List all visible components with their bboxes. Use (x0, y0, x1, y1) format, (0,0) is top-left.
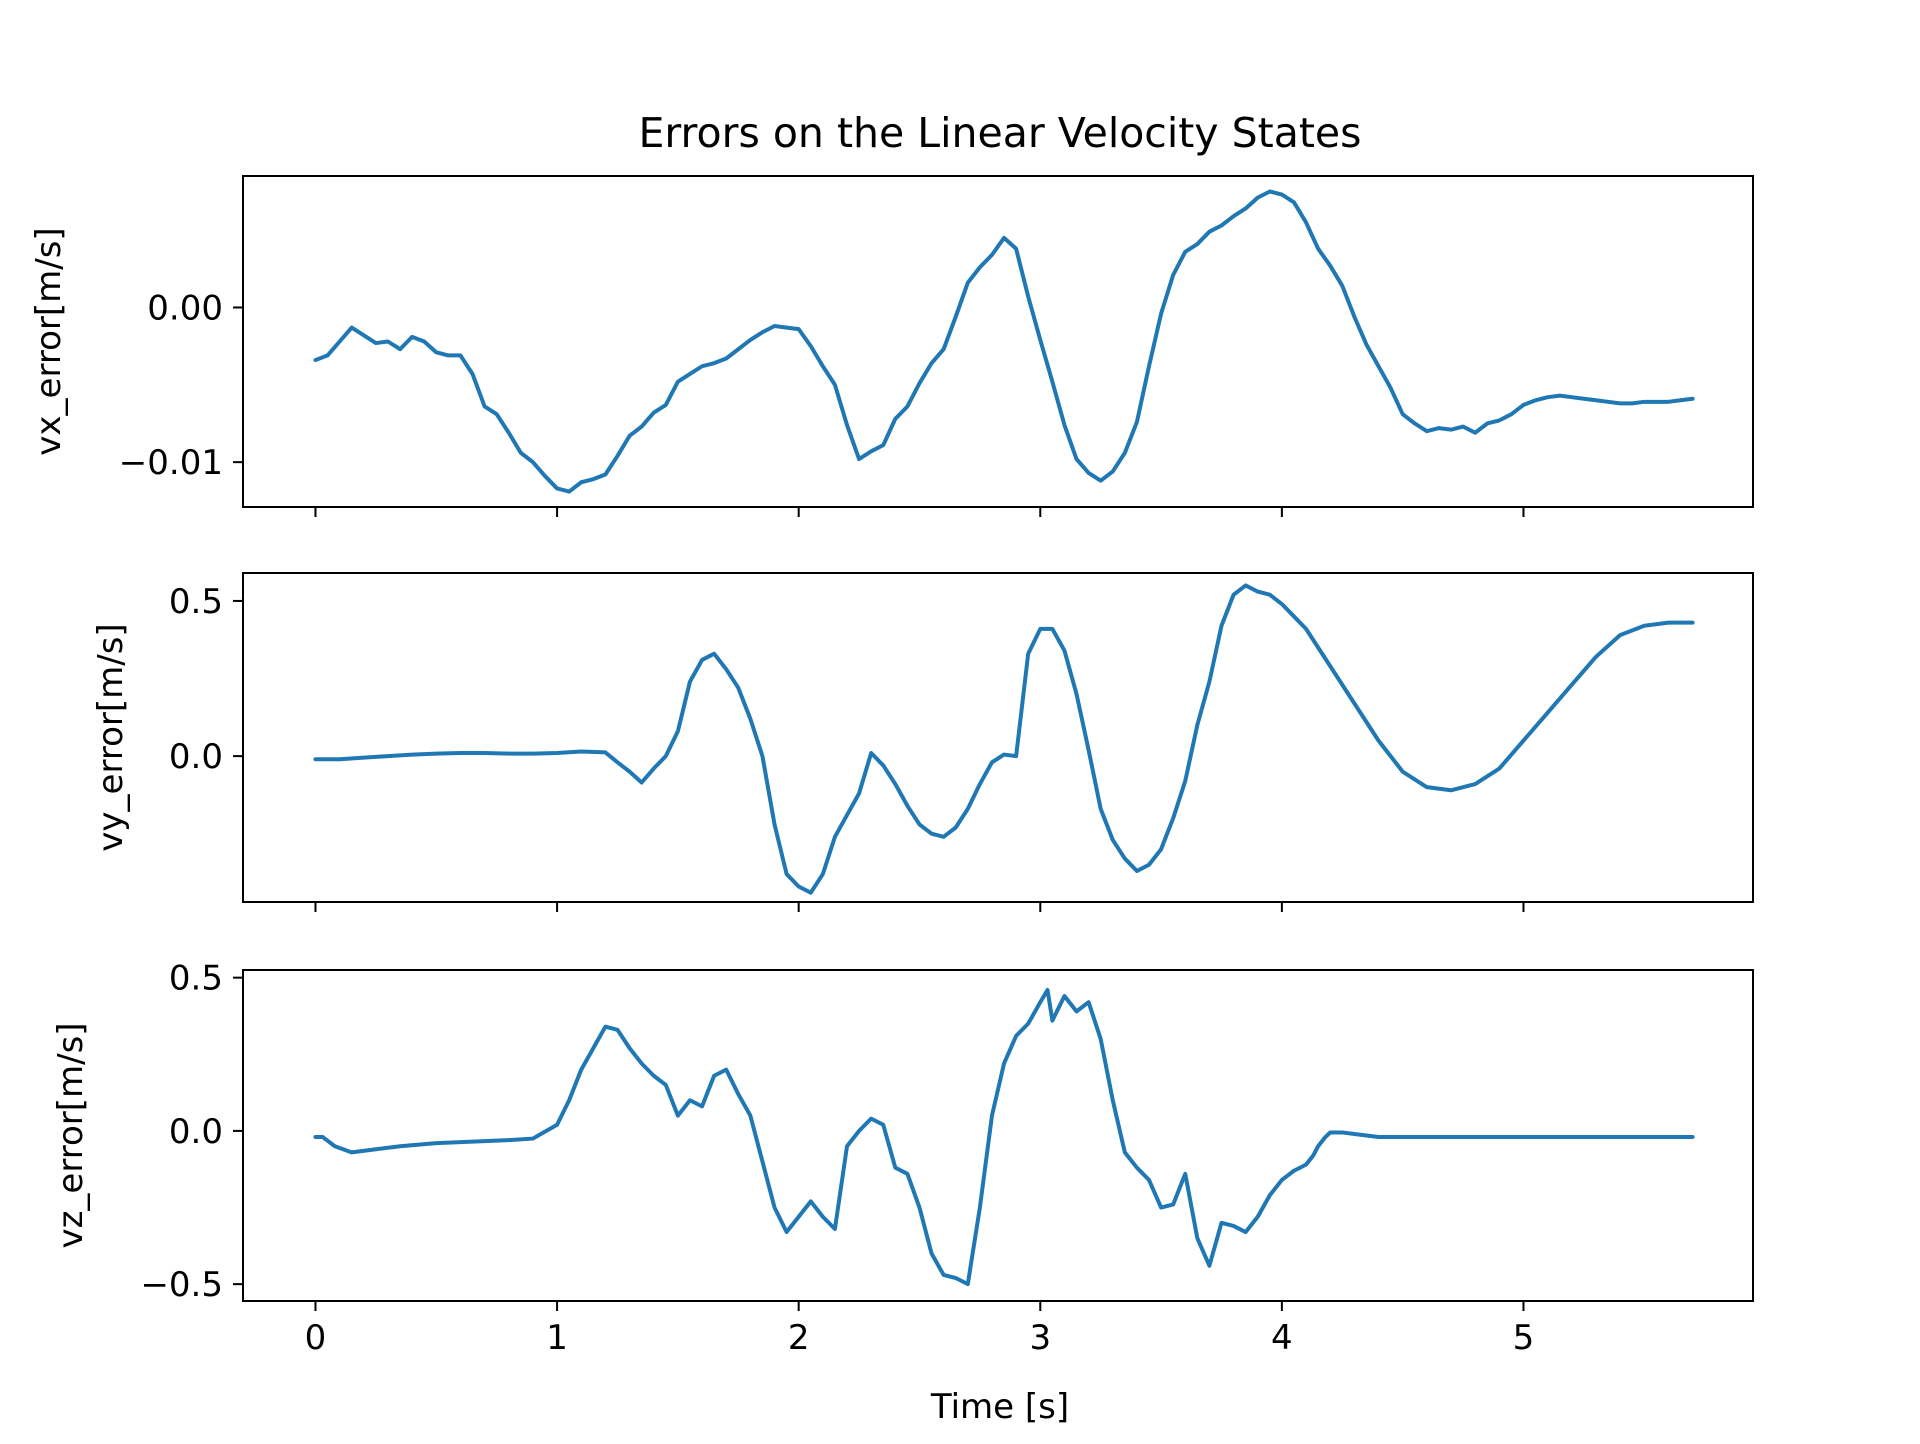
series-line-3-1 (313, 987, 1695, 1287)
subplots-layer: 0.00−0.01vx_error[m/s]0.50.0vy_error[m/s… (29, 175, 1754, 1358)
x-tick-label-6: 5 (1513, 1318, 1535, 1358)
y-tick-label-2-1: 0.5 (169, 582, 223, 622)
y-tick-label-3-1: 0.5 (169, 959, 223, 999)
x-axis-label: Time [s] (930, 1387, 1069, 1427)
y-axis-label-1: vx_error[m/s] (29, 227, 69, 455)
x-tick-label-1: 0 (305, 1318, 327, 1358)
y-tick-label-3-2: 0.0 (169, 1112, 223, 1152)
axes-frame-1 (242, 175, 1754, 508)
subplot-3: 0.5 0.0 −0.5 0 1 2 3 4 5 vz_error[m/s] (51, 959, 1754, 1358)
subplot-1: 0.00 −0.01 vx_error[m/s] (29, 175, 1754, 517)
x-tick-label-3: 2 (788, 1318, 810, 1358)
subplot-2: 0.5 0.0 vy_error[m/s] (91, 572, 1754, 912)
series-line-2-1 (313, 583, 1695, 895)
x-tick-label-5: 4 (1271, 1318, 1293, 1358)
y-tick-label-1-1: 0.00 (147, 288, 223, 328)
x-tick-label-2: 1 (546, 1318, 568, 1358)
x-tick-label-4: 3 (1029, 1318, 1051, 1358)
series-line-1-1 (313, 189, 1695, 494)
axes-frame-3 (242, 969, 1754, 1302)
y-tick-label-1-2: −0.01 (119, 443, 223, 483)
y-axis-label-3: vz_error[m/s] (51, 1022, 91, 1248)
chart-title: Errors on the Linear Velocity States (639, 109, 1362, 157)
y-tick-label-2-2: 0.0 (169, 737, 223, 777)
axes-frame-2 (242, 572, 1754, 903)
y-tick-label-3-3: −0.5 (140, 1265, 223, 1305)
y-axis-label-2: vy_error[m/s] (91, 623, 131, 851)
